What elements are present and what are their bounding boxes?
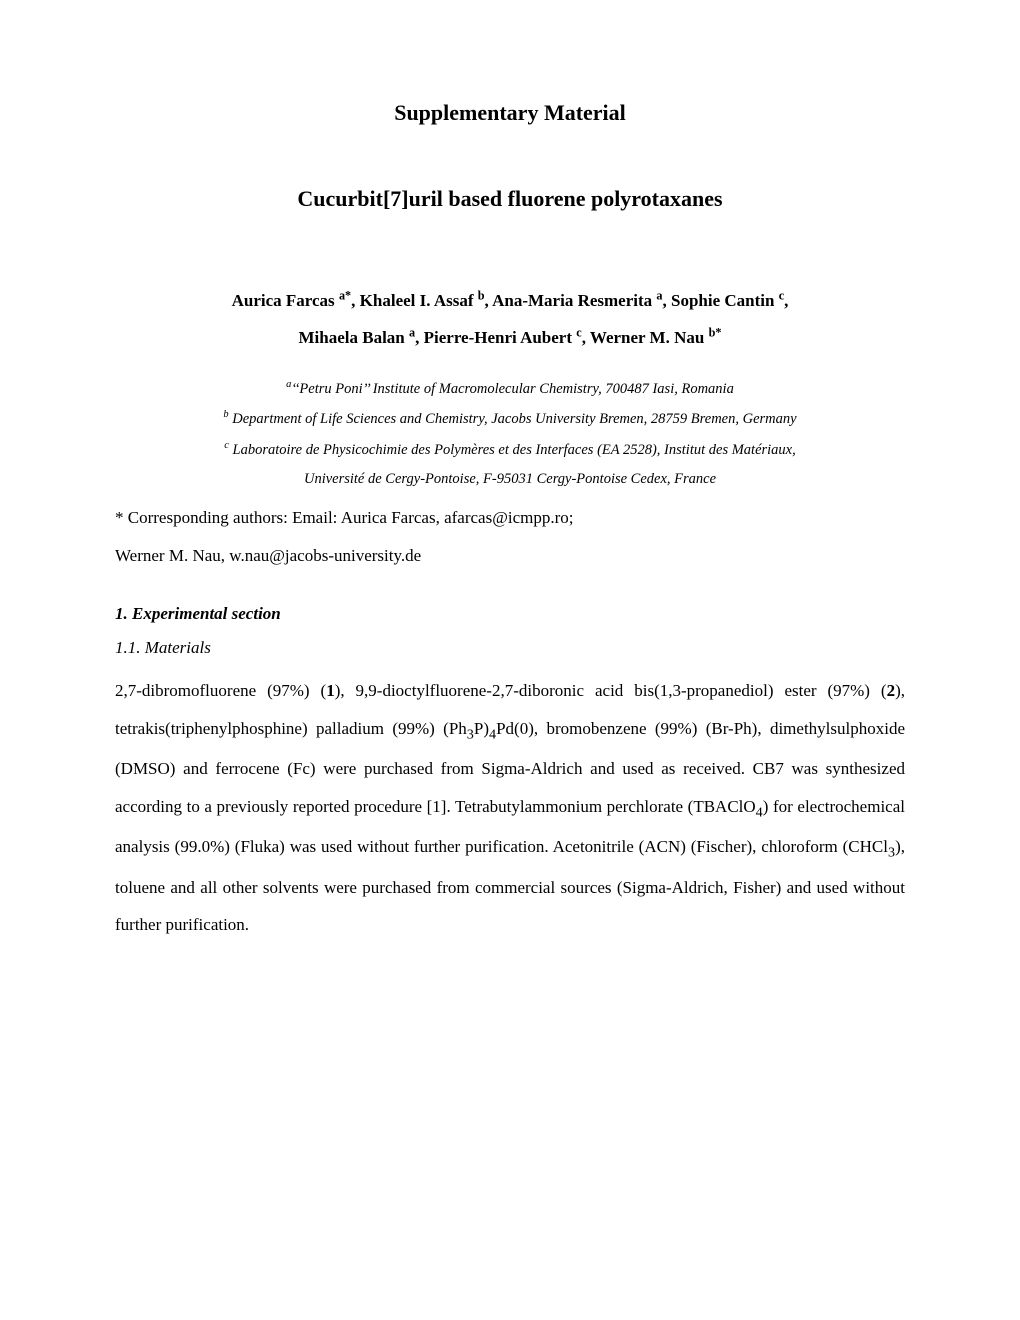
materials-paragraph: 2,7-dibromofluorene (97%) (1), 9,9-dioct… (115, 672, 905, 943)
chem-subscript: 4 (756, 804, 763, 820)
affil-text: Université de Cergy-Pontoise, F-95031 Ce… (304, 471, 716, 487)
affil-text: Department of Life Sciences and Chemistr… (229, 411, 797, 427)
body-text: ), 9,9-dioctylfluorene-2,7-diboronic aci… (335, 681, 887, 700)
affiliation-b: b Department of Life Sciences and Chemis… (115, 405, 905, 433)
author-text: Aurica Farcas (232, 291, 339, 310)
author-text: , (784, 291, 788, 310)
affil-text: Laboratoire de Physicochimie des Polymèr… (229, 441, 796, 457)
body-text: 2,7-dibromofluorene (97%) ( (115, 681, 326, 700)
compound-number: 2 (887, 681, 896, 700)
author-text: , Ana-Maria Resmerita (485, 291, 657, 310)
author-list: Aurica Farcas a*, Khaleel I. Assaf b, An… (115, 282, 905, 357)
body-text: P) (474, 719, 489, 738)
page-container: Supplementary Material Cucurbit[7]uril b… (0, 0, 1020, 1023)
author-text: , Khaleel I. Assaf (351, 291, 478, 310)
compound-number: 1 (326, 681, 335, 700)
affil-sup: b* (709, 326, 722, 340)
affil-text: ‘‘Petru Poni’’ Institute of Macromolecul… (291, 381, 733, 397)
affiliation-c-line2: Université de Cergy-Pontoise, F-95031 Ce… (115, 466, 905, 494)
corresponding-authors: * Corresponding authors: Email: Aurica F… (115, 499, 905, 574)
affiliation-a: a‘‘Petru Poni’’ Institute of Macromolecu… (115, 375, 905, 403)
author-text: , Pierre-Henri Aubert (415, 328, 576, 347)
corresponding-line: Werner M. Nau, w.nau@jacobs-university.d… (115, 537, 905, 574)
supplementary-label: Supplementary Material (115, 100, 905, 126)
author-text: Mihaela Balan (298, 328, 409, 347)
chem-subscript: 3 (467, 726, 474, 742)
subsection-heading-materials: 1.1. Materials (115, 638, 905, 658)
affil-sup: b (478, 288, 485, 302)
corresponding-line: * Corresponding authors: Email: Aurica F… (115, 499, 905, 536)
affiliation-c: c Laboratoire de Physicochimie des Polym… (115, 436, 905, 464)
author-text: , Sophie Cantin (663, 291, 779, 310)
author-text: , Werner M. Nau (582, 328, 709, 347)
affil-sup: a* (339, 288, 351, 302)
section-heading-experimental: 1. Experimental section (115, 604, 905, 624)
paper-title: Cucurbit[7]uril based fluorene polyrotax… (115, 186, 905, 212)
